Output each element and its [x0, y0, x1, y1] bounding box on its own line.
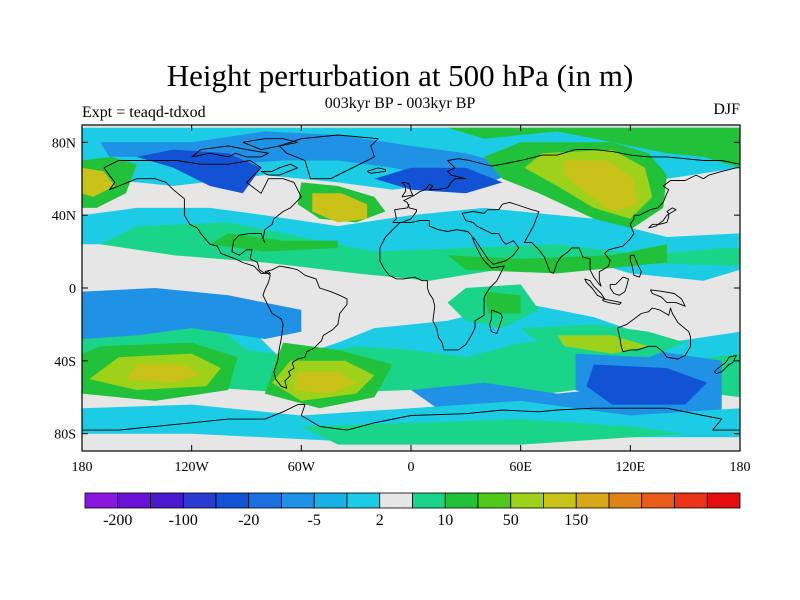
contour-region — [100, 131, 521, 186]
chart-subtitle: 003kyr BP - 003kyr BP — [324, 95, 476, 112]
contour-region — [82, 167, 115, 197]
contour-field — [82, 125, 740, 451]
coastline — [648, 207, 677, 229]
contour-region — [209, 233, 338, 252]
colorbar-swatch — [150, 492, 184, 509]
lon-tick-label: 0 — [408, 460, 415, 475]
coastline — [649, 289, 686, 307]
chart-title: Height perturbation at 500 hPa (in m) — [166, 58, 634, 93]
colorbar-label: 50 — [503, 512, 519, 529]
coastline — [260, 163, 299, 176]
coastline — [191, 145, 269, 158]
contour-region — [125, 364, 199, 383]
lon-tick-label: 60W — [288, 460, 316, 475]
colorbar-label: 10 — [437, 512, 453, 529]
colorbar-label: -20 — [238, 512, 259, 529]
colorbar-swatch — [706, 492, 741, 509]
colorbar-swatch — [84, 492, 119, 509]
contour-region — [294, 371, 357, 394]
contour-region — [484, 291, 521, 314]
coastline — [278, 134, 379, 180]
lat-tick-label: 0 — [69, 282, 76, 297]
coastline — [103, 160, 302, 274]
contour-region — [374, 167, 503, 194]
colorbar-label: 2 — [376, 512, 384, 529]
colorbar-swatch — [346, 492, 381, 509]
coastline — [461, 167, 740, 287]
colorbar-swatch — [313, 492, 348, 509]
coastline — [242, 138, 299, 151]
colorbar-swatch — [608, 492, 643, 509]
contour-region — [301, 419, 686, 445]
lat-tick-label: 40N — [52, 209, 76, 224]
coastline — [401, 181, 414, 198]
coastline — [262, 265, 348, 389]
colorbar-label: -5 — [308, 512, 321, 529]
latitude-axis: 80N 40N 0 40S 80S — [52, 136, 740, 443]
colorbar-swatch — [412, 492, 446, 509]
coastline — [392, 149, 740, 223]
colorbar-label: -100 — [169, 512, 198, 529]
colorbar-label: 150 — [564, 512, 588, 529]
colorbar-swatch — [674, 492, 708, 509]
colorbar: -200 -100 -20 -5 2 10 50 150 — [84, 492, 741, 529]
lon-tick-label: 180 — [730, 460, 751, 475]
lon-tick-label: 120E — [616, 460, 646, 475]
colorbar-swatch — [248, 492, 282, 509]
contour-region — [447, 127, 740, 168]
coastline — [602, 298, 622, 305]
colorbar-swatch — [477, 492, 512, 509]
longitude-axis: 180 120W 60W 0 60E 120E 180 — [72, 125, 751, 475]
coastline — [366, 167, 386, 174]
coastline — [714, 354, 737, 375]
coastline — [617, 307, 692, 360]
lon-tick-label: 180 — [72, 460, 93, 475]
colorbar-swatch — [575, 492, 610, 509]
contour-region — [82, 288, 302, 339]
colorbar-swatch — [444, 492, 479, 509]
lon-tick-label: 60E — [509, 460, 532, 475]
colorbar-swatch — [641, 492, 675, 509]
contour-region — [564, 160, 638, 212]
coastline — [489, 309, 503, 334]
colorbar-swatch — [117, 492, 151, 509]
lon-tick-label: 120W — [175, 460, 210, 475]
experiment-label: Expt = teaqd-tdxod — [82, 104, 206, 121]
contour-region — [100, 222, 740, 281]
coastline — [392, 203, 410, 223]
lat-tick-label: 40S — [54, 355, 76, 370]
colorbar-swatch — [215, 492, 250, 509]
coastline — [82, 404, 740, 431]
lat-tick-label: 80N — [52, 136, 76, 151]
coastline — [609, 276, 629, 296]
contour-region — [586, 364, 708, 405]
colorbar-swatch — [543, 492, 577, 509]
contour-region — [312, 193, 368, 223]
lat-tick-label: 80S — [54, 428, 76, 443]
colorbar-swatch — [281, 492, 315, 509]
coastline — [629, 254, 642, 278]
colorbar-label: -200 — [103, 512, 132, 529]
season-label: DJF — [713, 101, 740, 118]
coastline — [379, 220, 505, 351]
coastlines — [82, 134, 740, 431]
colorbar-swatch — [182, 492, 217, 509]
colorbar-swatch — [379, 492, 413, 509]
colorbar-swatch — [510, 492, 544, 509]
contour-region — [557, 335, 649, 354]
